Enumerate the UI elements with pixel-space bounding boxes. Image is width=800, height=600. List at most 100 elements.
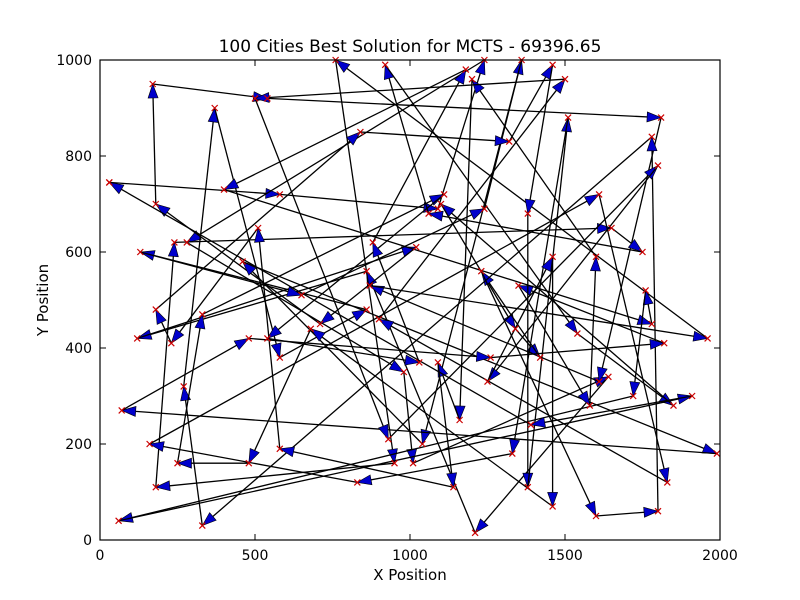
route-edges: [108, 59, 718, 534]
route-arrowhead: [551, 78, 566, 94]
route-edge: [440, 203, 516, 330]
route-edge: [387, 165, 659, 440]
city-marker: [298, 291, 305, 299]
city-marker: [418, 440, 426, 448]
x-axis-ticks: 0 500 1000 1500 2000: [96, 60, 738, 564]
route-arrowhead: [383, 63, 395, 81]
city-marker: [639, 248, 646, 256]
city-marker: [704, 334, 712, 342]
route-arrowhead: [474, 518, 489, 534]
route-edge: [267, 337, 420, 364]
route-arrowhead: [577, 390, 591, 407]
route-edge: [118, 395, 634, 522]
route-arrowhead: [108, 181, 125, 195]
route-arrowhead: [629, 381, 641, 397]
city-marker: [409, 459, 417, 467]
route-arrowhead: [147, 83, 159, 99]
route-edge: [577, 333, 674, 407]
city-marker: [595, 378, 603, 386]
city-marker: [152, 306, 160, 314]
route-arrowhead: [446, 472, 458, 489]
route-edge: [155, 462, 395, 488]
city-marker: [425, 210, 433, 218]
city-marker: [471, 529, 479, 537]
city-marker: [508, 450, 516, 458]
city-marker: [276, 190, 284, 198]
route-edge: [202, 193, 445, 315]
route-edge: [155, 203, 321, 325]
route-arrowhead: [522, 472, 534, 489]
route-edge: [254, 78, 566, 100]
route-edge: [335, 59, 708, 339]
city-marker: [713, 450, 721, 458]
route-arrowhead: [597, 223, 613, 234]
city-marker: [595, 190, 603, 198]
route-edge: [651, 136, 659, 512]
city-marker: [660, 339, 668, 347]
city-marker: [648, 133, 656, 141]
city-marker: [412, 243, 420, 251]
city-marker: [456, 416, 464, 424]
city-marker: [663, 478, 671, 486]
city-marker: [654, 162, 662, 170]
route-edge: [186, 241, 405, 373]
route-arrowhead: [541, 256, 554, 272]
route-edge: [121, 337, 250, 411]
route-edge: [471, 78, 597, 258]
route-edge: [589, 256, 597, 406]
route-edge: [334, 59, 396, 464]
city-marker: [356, 128, 364, 136]
city-marker: [316, 320, 324, 328]
route-arrowhead: [334, 59, 351, 73]
route-arrowhead: [589, 255, 601, 272]
city-marker: [254, 224, 262, 232]
route-edge: [108, 181, 532, 426]
route-arrowhead: [201, 512, 217, 527]
city-marker: [524, 210, 532, 218]
city-marker: [657, 114, 665, 122]
route-edge: [152, 83, 157, 205]
route-edge: [223, 188, 652, 325]
route-arrowhead: [154, 480, 171, 492]
route-arrowhead: [270, 342, 282, 359]
route-arrowhead: [474, 59, 486, 76]
route-arrowhead: [378, 423, 389, 441]
route-edge: [109, 181, 280, 196]
route-edge: [440, 203, 674, 407]
city-marker: [198, 310, 206, 318]
route-edge: [248, 328, 312, 464]
route-arrowhead: [310, 328, 326, 342]
y-axis-ticks: 0 200 400 600 800 1000: [56, 53, 720, 549]
route-arrowhead: [583, 193, 600, 207]
route-edge: [360, 131, 510, 143]
city-marker: [174, 459, 181, 467]
route-arrowhead: [649, 338, 666, 350]
y-tick-label: 0: [83, 533, 92, 549]
route-edge: [384, 64, 578, 334]
city-marker: [369, 238, 377, 246]
route-arrowhead: [517, 285, 534, 296]
city-marker: [251, 94, 259, 102]
city-marker: [170, 238, 178, 246]
route-edge: [174, 227, 612, 244]
city-markers: [105, 56, 721, 537]
route-edge: [527, 64, 554, 214]
route-arrowhead: [471, 78, 485, 95]
city-marker: [608, 224, 615, 232]
route-edge: [530, 395, 693, 426]
city-marker: [564, 114, 572, 122]
city-marker: [263, 334, 271, 342]
route-arrowhead: [155, 308, 167, 325]
route-edge: [149, 193, 600, 445]
route-edge: [486, 165, 659, 383]
city-marker: [642, 286, 650, 294]
city-marker: [307, 325, 315, 333]
route-arrowhead: [319, 310, 335, 325]
city-marker: [133, 334, 141, 342]
route-edge: [310, 328, 553, 507]
route-arrowhead: [646, 135, 658, 152]
city-marker: [363, 306, 371, 314]
route-arrowhead: [486, 367, 501, 383]
route-edge: [378, 78, 566, 320]
x-tick-label: 1500: [547, 548, 583, 564]
